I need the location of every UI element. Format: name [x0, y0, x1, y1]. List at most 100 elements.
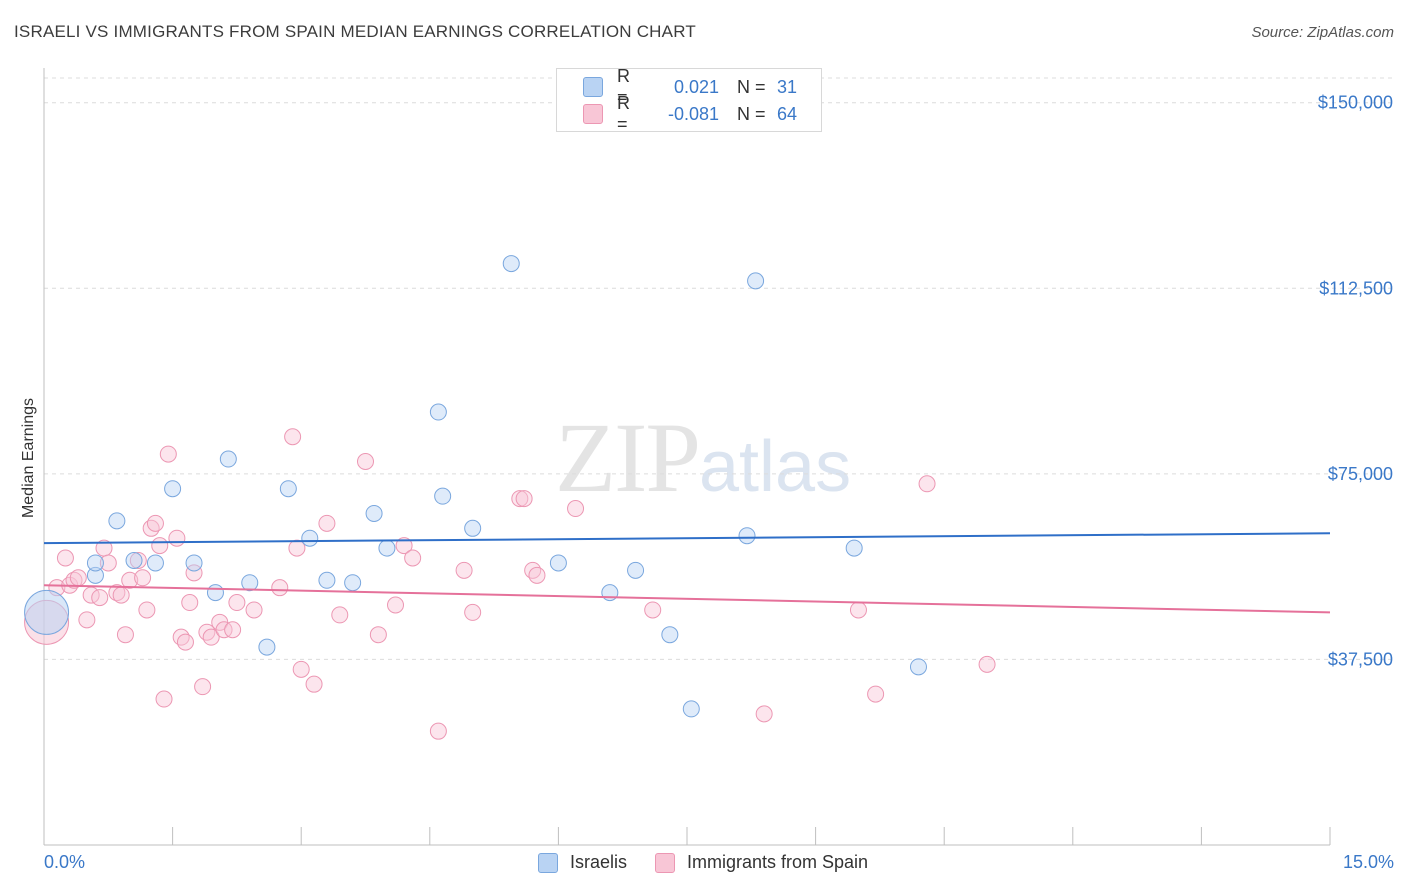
- data-point-spain: [288, 539, 306, 557]
- data-point-spain: [121, 571, 139, 589]
- data-point-spain: [134, 569, 152, 587]
- legend-swatch-israelis: [583, 77, 603, 97]
- data-point-israelis: [301, 529, 319, 547]
- data-point-spain: [284, 428, 302, 446]
- series-legend: Israelis Immigrants from Spain: [538, 852, 896, 873]
- y-tick-label: $37,500: [1328, 649, 1393, 669]
- legend-n-label: N =: [737, 103, 766, 124]
- data-point-spain: [292, 660, 310, 678]
- data-point-spain: [78, 611, 96, 629]
- data-point-spain: [755, 705, 773, 723]
- data-point-israelis: [318, 571, 336, 589]
- data-point-israelis: [378, 539, 396, 557]
- data-point-spain: [404, 549, 422, 567]
- data-point-israelis: [682, 700, 700, 718]
- legend-row-spain: R = -0.081 N = 64: [583, 93, 798, 134]
- data-point-spain: [567, 500, 585, 518]
- data-point-israelis: [661, 626, 679, 644]
- y-tick-label: $150,000: [1318, 93, 1393, 113]
- legend-r-value: -0.081: [667, 103, 719, 124]
- data-point-israelis: [464, 519, 482, 537]
- data-point-spain: [138, 601, 156, 619]
- legend-r-value: 0.021: [673, 76, 719, 97]
- data-point-spain: [455, 561, 473, 579]
- data-point-israelis: [627, 561, 645, 579]
- data-point-israelis: [549, 554, 567, 572]
- data-point-spain: [395, 537, 413, 555]
- data-point-spain: [56, 549, 74, 567]
- data-point-israelis: [909, 658, 927, 676]
- data-point-spain: [181, 594, 199, 612]
- legend-r-label: R =: [617, 93, 630, 134]
- data-point-spain: [224, 621, 242, 639]
- legend-swatch-spain: [583, 104, 603, 124]
- data-point-spain: [245, 601, 263, 619]
- data-point-spain: [387, 596, 405, 614]
- series-spain-points: [24, 428, 996, 740]
- data-point-spain: [215, 621, 233, 639]
- data-point-spain: [644, 601, 662, 619]
- data-point-spain: [849, 601, 867, 619]
- data-point-israelis: [747, 272, 765, 290]
- data-point-israelis: [845, 539, 863, 557]
- data-point-israelis: [241, 574, 259, 592]
- data-point-spain: [91, 589, 109, 607]
- data-point-israelis: [164, 480, 182, 498]
- legend-item-israelis[interactable]: Israelis: [538, 852, 627, 873]
- y-tick-labels: $37,500 $75,000 $112,500 $150,000: [1318, 93, 1393, 670]
- data-point-israelis: [738, 527, 756, 545]
- data-point-spain: [146, 514, 164, 532]
- data-point-spain: [331, 606, 349, 624]
- data-point-spain: [112, 586, 130, 604]
- gridlines: [44, 77, 1395, 660]
- legend-swatch-israelis: [538, 852, 558, 873]
- data-point-spain: [168, 529, 186, 547]
- data-point-israelis: [108, 512, 126, 530]
- data-point-israelis: [86, 566, 104, 584]
- trend-line-spain: [43, 584, 1331, 614]
- x-tick-label-min: 0.0%: [44, 852, 86, 872]
- data-point-israelis: [24, 589, 70, 635]
- trend-lines: [43, 532, 1331, 614]
- data-point-israelis: [258, 638, 276, 656]
- data-point-spain: [429, 722, 447, 740]
- data-point-spain: [176, 633, 194, 651]
- data-point-spain: [318, 514, 336, 532]
- y-axis-label: Median Earnings: [20, 397, 37, 519]
- data-point-israelis: [429, 403, 447, 421]
- y-tick-label: $75,000: [1328, 464, 1393, 484]
- data-point-spain: [369, 626, 387, 644]
- legend-label-israelis: Israelis: [570, 852, 628, 872]
- data-point-spain: [194, 678, 212, 696]
- data-point-israelis: [185, 554, 203, 572]
- source-label: Source: ZipAtlas.com: [1251, 24, 1394, 41]
- data-point-israelis: [365, 504, 383, 522]
- legend-item-spain[interactable]: Immigrants from Spain: [655, 852, 868, 873]
- data-point-spain: [202, 628, 220, 646]
- data-point-spain: [305, 675, 323, 693]
- data-point-spain: [515, 490, 533, 508]
- data-point-spain: [271, 579, 289, 597]
- data-point-spain: [528, 566, 546, 584]
- data-point-spain: [129, 551, 147, 569]
- data-point-spain: [69, 569, 87, 587]
- data-point-spain: [116, 626, 134, 644]
- data-point-israelis: [502, 255, 520, 273]
- x-tick-label-max: 15.0%: [1342, 852, 1394, 872]
- data-point-spain: [511, 490, 529, 508]
- data-point-spain: [918, 475, 936, 493]
- trend-line-israelis: [43, 532, 1331, 545]
- legend-r-label: R =: [617, 66, 630, 107]
- legend-n-value: 64: [777, 103, 798, 124]
- legend-n-label: N =: [737, 76, 766, 97]
- data-point-spain: [155, 690, 173, 708]
- data-point-spain: [185, 564, 203, 582]
- y-tick-label: $112,500: [1319, 278, 1393, 298]
- data-point-israelis: [86, 554, 104, 572]
- data-point-israelis: [279, 480, 297, 498]
- data-point-spain: [867, 685, 885, 703]
- data-point-israelis: [125, 551, 143, 569]
- series-israelis-points: [24, 255, 927, 718]
- axes: [43, 68, 1331, 846]
